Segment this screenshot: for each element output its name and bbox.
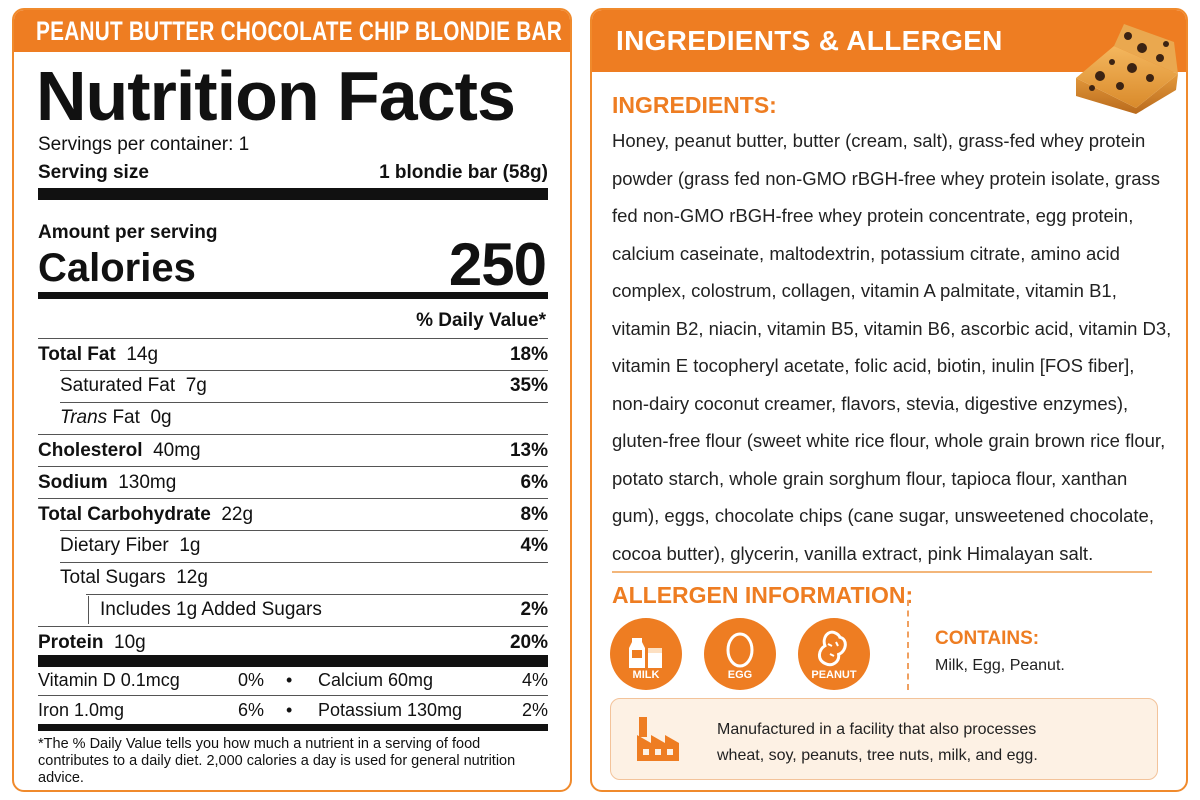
nutrient-name: Sodium [38,471,108,493]
nutrient-name: Trans [60,407,108,428]
ingredients-panel: INGREDIENTS & ALLERGEN INFORMATION INGRE… [590,8,1188,792]
nutrient-name: Total Fat [38,343,116,365]
vitamin-dv: 2% [521,700,548,720]
facility-text-line: wheat, soy, peanuts, tree nuts, milk, an… [717,747,1038,764]
nutrient-row-total-fat: Total Fat 14g 18% [38,338,548,370]
nutrient-amount: 22g [221,503,254,525]
ingredients-text: Honey, peanut butter, butter (cream, sal… [612,130,1172,564]
nutrient-dv: 18% [509,343,548,365]
dashed-divider [907,600,909,690]
amount-per-serving: Amount per serving [38,222,218,243]
peanut-icon [817,630,847,667]
nutrient-dv: 4% [520,535,548,556]
nutrient-name: Cholesterol [38,439,143,461]
nutrient-row-dietary-fiber: Dietary Fiber 1g 4% [38,530,548,562]
allergen-title: ALLERGEN INFORMATION: [612,582,914,608]
vitamin-name: Calcium 60mg [318,670,434,690]
nutrient-row-protein: Protein 10g 20% [38,626,548,658]
servings-per-container: Servings per container: 1 [38,134,250,155]
nutrient-amount: 1g [179,535,201,556]
nutrient-dv: 20% [509,631,548,653]
thick-divider-vitamins [38,655,548,667]
vitamin-name: Iron 1.0mg [38,700,125,720]
contains-title: CONTAINS: [935,628,1040,649]
nutrient-amount: 130mg [118,471,177,493]
footnote-divider [38,724,548,731]
nutrient-name: Protein [38,631,104,653]
contains-text: Milk, Egg, Peanut. [935,657,1065,674]
ingredients-title: INGREDIENTS: [612,92,777,118]
row-divider [86,594,548,595]
nutrient-name: Dietary Fiber [60,535,169,556]
nutrient-amount: 12g [176,567,208,588]
allergen-label: PEANUT [811,669,857,681]
vitamin-row: Vitamin D 0.1mcg 0% • Calcium 60mg 4% [38,666,548,696]
daily-value-header: % Daily Value* [416,310,546,331]
nutrition-facts-title: Nutrition Facts [36,57,516,135]
egg-allergen-badge: EGG [704,618,776,690]
vitamin-dv: 0% [238,670,265,690]
nutrient-amount: 10g [114,631,146,653]
vitamin-dv: 4% [521,670,548,690]
serving-size-row: Serving size 1 blondie bar (58g) [38,162,548,184]
allergen-label: MILK [632,669,660,681]
info-header: INGREDIENTS & ALLERGEN INFORMATION [592,10,1186,118]
egg-icon [726,632,754,668]
nutrient-dv: 8% [520,503,548,525]
nutrient-row-total-carbohydrate: Total Carbohydrate 22g 8% [38,498,548,530]
vitamin-name: Potassium 130mg [318,700,463,720]
nutrient-dv: 6% [520,471,548,493]
nutrient-name: Total Carbohydrate [38,503,211,525]
nutrient-name-suffix: Fat [112,407,140,428]
facility-text-line: Manufactured in a facility that also pro… [717,721,1037,738]
factory-icon [637,717,679,761]
facility-notice: Manufactured in a facility that also pro… [610,698,1158,780]
vitamin-dv: 6% [238,700,265,720]
nutrient-dv: 13% [509,439,548,461]
peanut-allergen-badge: PEANUT [798,618,870,690]
serving-size-label: Serving size [38,162,149,183]
blondie-bar-image [1076,24,1178,114]
nutrition-facts-panel: PEANUT BUTTER CHOCOLATE CHIP BLONDIE BAR… [12,8,572,792]
nutrient-row-cholesterol: Cholesterol 40mg 13% [38,434,548,466]
product-name: PEANUT BUTTER CHOCOLATE CHIP BLONDIE BAR [14,10,570,52]
nutrient-name: Total Sugars [60,567,166,588]
thick-divider [38,188,548,200]
nutrient-row-saturated-fat: Saturated Fat 7g 35% [38,370,548,402]
nutrient-row-sodium: Sodium 130mg 6% [38,466,548,498]
daily-value-footnote: *The % Daily Value tells you how much a … [38,736,516,786]
nutrient-name: Saturated Fat [60,375,176,396]
bullet: • [286,670,293,690]
nutrient-row-total-sugars: Total Sugars 12g [38,562,548,594]
indent-bracket [88,596,89,624]
calories-value: 250 [448,231,547,298]
nutrient-row-trans-fat: Trans Fat 0g [38,402,548,434]
vitamin-name: Vitamin D 0.1mcg [38,670,180,690]
medium-divider [38,292,548,299]
calories-label: Calories [38,246,196,290]
facility-text: Manufactured in a facility that also pro… [717,717,1038,769]
nutrient-row-added-sugars: Includes 1g Added Sugars 2% [38,594,548,626]
vitamin-divider [38,695,548,696]
nutrient-dv: 35% [509,375,548,396]
section-divider [612,571,1152,573]
vitamin-row: Iron 1.0mg 6% • Potassium 130mg 2% [38,696,548,726]
nutrient-dv: 2% [520,599,548,620]
nutrient-name: Includes 1g Added Sugars [100,599,322,620]
nutrient-amount: 0g [150,407,172,428]
bullet: • [286,700,293,720]
nutrient-amount: 7g [185,375,207,396]
nutrient-amount: 14g [126,343,159,365]
milk-icon [629,638,662,668]
milk-allergen-badge: MILK [610,618,682,690]
allergen-label: EGG [727,669,753,681]
nutrient-amount: 40mg [153,439,201,461]
serving-size-value: 1 blondie bar (58g) [379,162,548,183]
